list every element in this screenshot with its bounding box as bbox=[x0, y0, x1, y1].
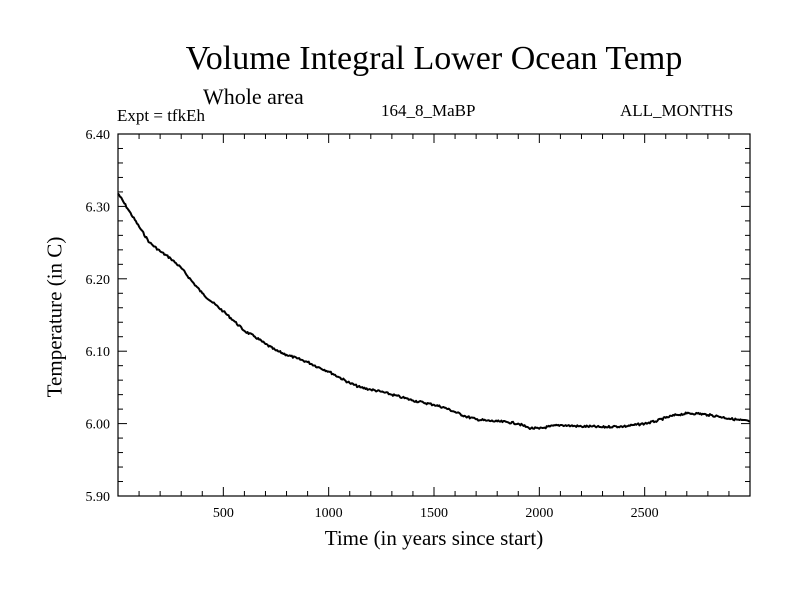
x-tick-label: 2500 bbox=[631, 506, 659, 521]
x-tick-label: 1000 bbox=[315, 506, 343, 521]
y-tick-label: 6.00 bbox=[86, 418, 111, 433]
x-tick-label: 1500 bbox=[420, 506, 448, 521]
period-label: 164_8_MaBP bbox=[381, 101, 476, 120]
y-tick-label: 6.10 bbox=[86, 345, 111, 360]
chart-subtitle: Whole area bbox=[203, 84, 304, 109]
y-tick-label: 6.30 bbox=[86, 200, 111, 215]
temperature-series-line bbox=[117, 192, 751, 430]
x-tick-label: 2000 bbox=[525, 506, 553, 521]
y-tick-label: 5.90 bbox=[86, 490, 111, 505]
y-axis-label: Temperature (in C) bbox=[42, 236, 67, 398]
axis-ticks: 500 1000 1500 2000 2500 5.90 6.00 6.10 6.20 6.30 6… bbox=[86, 128, 750, 521]
x-axis-label: Time (in years since start) bbox=[324, 526, 544, 550]
months-label: ALL_MONTHS bbox=[620, 101, 734, 120]
experiment-label: Expt = tfkEh bbox=[117, 106, 205, 125]
y-tick-label: 6.40 bbox=[86, 128, 111, 143]
y-tick-label: 6.20 bbox=[86, 273, 111, 288]
chart-title: Volume Integral Lower Ocean Temp bbox=[185, 40, 683, 77]
plot-frame bbox=[117, 133, 751, 497]
x-tick-label: 500 bbox=[213, 506, 234, 521]
